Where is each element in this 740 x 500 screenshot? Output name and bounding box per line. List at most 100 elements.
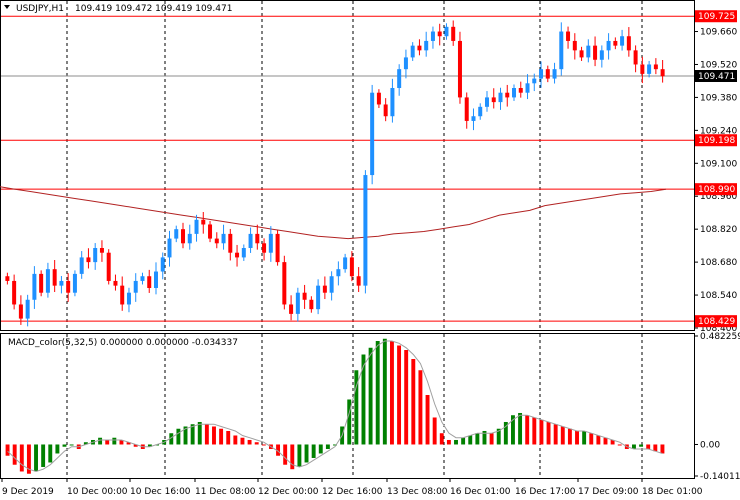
- candle-body: [235, 252, 240, 258]
- candle-body: [228, 233, 233, 253]
- price-tick-label: 109.240: [700, 126, 737, 136]
- candle-body: [275, 233, 280, 263]
- candle-body: [606, 40, 611, 51]
- macd-bar: [347, 399, 352, 445]
- candle-body: [248, 233, 253, 248]
- price-tick-label: 108.820: [700, 225, 737, 235]
- candle-body: [12, 280, 17, 305]
- candle-body: [72, 273, 77, 293]
- macd-bar: [510, 415, 515, 445]
- candle-body: [525, 83, 530, 93]
- candle-body: [187, 233, 192, 244]
- candle-body: [640, 64, 645, 74]
- price-tick-label: 109.380: [700, 93, 737, 103]
- macd-bar: [169, 433, 174, 445]
- macd-layer: [5, 338, 665, 474]
- time-tick-label: 18 Dec 01:00: [642, 487, 703, 497]
- macd-bar: [126, 442, 131, 445]
- candle-body: [660, 69, 665, 77]
- macd-bar: [368, 347, 373, 445]
- candle-body: [329, 276, 334, 293]
- time-tick-label: 12 Dec 00:00: [258, 487, 319, 497]
- candle-body: [174, 229, 179, 239]
- candle-body: [539, 69, 544, 79]
- macd-bar: [439, 433, 444, 445]
- level-label-resistance-high: 109.725: [698, 12, 735, 22]
- macd-bar: [318, 444, 323, 454]
- macd-bar: [5, 444, 10, 456]
- price-tick-label: 109.520: [700, 60, 737, 70]
- time-tick-label: 11 Dec 08:00: [195, 487, 256, 497]
- macd-bar: [361, 354, 366, 445]
- candle-body: [593, 45, 598, 60]
- candle-body: [282, 262, 287, 305]
- candle-body: [653, 64, 658, 70]
- level-label-support-2: 108.990: [698, 185, 735, 195]
- price-tick-label: 108.680: [700, 258, 737, 268]
- candle-body: [93, 248, 98, 263]
- macd-bar: [26, 444, 31, 474]
- macd-bar: [546, 421, 551, 445]
- main-chart-symbol: USDJPY,H1: [16, 4, 64, 14]
- candle-body: [397, 69, 402, 88]
- macd-bar: [219, 428, 224, 445]
- candle-body: [66, 280, 71, 293]
- macd-bar: [19, 444, 24, 472]
- collapse-arrow-icon[interactable]: [4, 5, 10, 9]
- candle-body: [613, 40, 618, 46]
- macd-bar: [212, 426, 216, 445]
- macd-bar: [105, 439, 110, 445]
- macd-bar: [575, 430, 579, 445]
- candle-body: [18, 304, 23, 319]
- candle-body: [160, 257, 165, 272]
- macd-bar: [397, 345, 402, 445]
- macd-bar: [247, 439, 252, 445]
- candle-body: [309, 299, 314, 310]
- candle-body: [39, 273, 44, 293]
- candle-body: [376, 92, 381, 105]
- level-label-box: [695, 315, 737, 328]
- time-tick-label: 17 Dec 09:00: [578, 487, 639, 497]
- candle-body: [451, 26, 456, 41]
- candle-body: [343, 257, 348, 270]
- macd-bar: [482, 430, 487, 445]
- candle-body: [153, 271, 158, 288]
- macd-tick-label: 0.482259: [700, 332, 740, 342]
- macd-bar: [596, 435, 601, 445]
- time-tick-label: 9 Dec 2019: [2, 487, 54, 497]
- candle-body: [181, 229, 186, 244]
- candle-body: [241, 248, 246, 258]
- candle-body: [579, 50, 584, 58]
- macd-bar: [525, 415, 530, 445]
- moving-average-line: [0, 186, 667, 240]
- candle-body: [457, 40, 462, 98]
- macd-bar: [240, 437, 245, 445]
- macd-bar: [354, 370, 359, 445]
- candle-body: [268, 233, 273, 253]
- candle-body: [120, 285, 125, 305]
- current-price-label: 109.471: [698, 72, 735, 82]
- candle-body: [566, 31, 571, 41]
- candle-body: [302, 292, 307, 300]
- macd-title: MACD_color(5,32,5) 0.000000 0.000000 -0.…: [8, 338, 238, 348]
- candle-body: [505, 92, 510, 98]
- macd-bar: [254, 442, 259, 445]
- candle-body: [255, 233, 260, 244]
- candle-body: [262, 243, 267, 253]
- macd-bar: [233, 435, 238, 445]
- vertical-gridlines: [66, 1, 643, 478]
- candle-body: [599, 50, 604, 60]
- macd-bar: [589, 433, 594, 445]
- candle-body: [512, 88, 517, 98]
- macd-bar: [660, 444, 665, 454]
- candle-body: [99, 248, 104, 253]
- candle-body: [133, 280, 138, 293]
- macd-bar: [411, 359, 416, 445]
- macd-bar: [496, 428, 501, 445]
- candle-body: [633, 50, 638, 65]
- candle-body: [32, 273, 37, 300]
- candle-body: [626, 36, 631, 51]
- macd-bar: [475, 433, 480, 445]
